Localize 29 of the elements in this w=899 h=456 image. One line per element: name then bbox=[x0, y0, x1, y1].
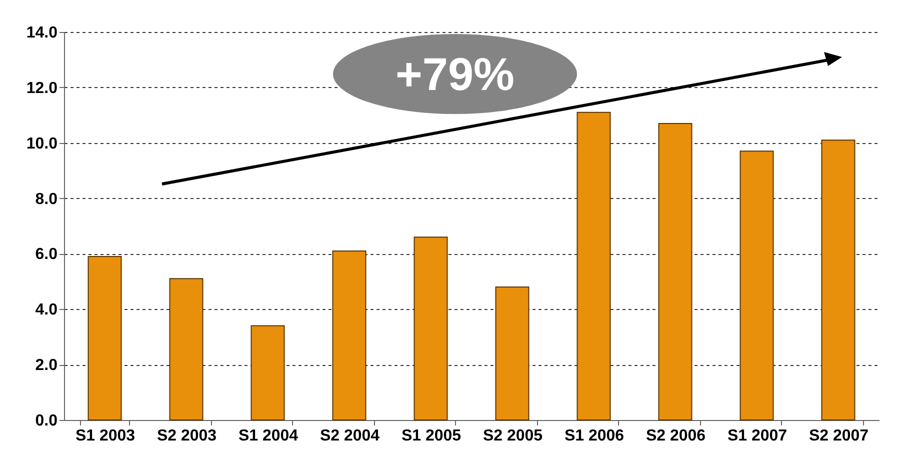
x-tick-label: S2 2004 bbox=[320, 428, 380, 444]
bar bbox=[495, 286, 530, 420]
x-tick-label: S1 2007 bbox=[727, 428, 788, 444]
bar bbox=[821, 140, 856, 420]
x-tick-label: S1 2005 bbox=[401, 428, 462, 444]
bar bbox=[88, 256, 122, 420]
x-tick-label: S1 2003 bbox=[75, 428, 136, 444]
bar bbox=[576, 112, 611, 420]
bar bbox=[332, 250, 366, 420]
y-tick-label: 4.0 bbox=[35, 302, 58, 319]
x-tick-label: S2 2006 bbox=[646, 428, 706, 444]
y-tick-label: 12.0 bbox=[26, 80, 58, 97]
y-tick-label: 2.0 bbox=[35, 357, 58, 374]
y-tick-label: 6.0 bbox=[35, 246, 58, 264]
x-tick-label: S1 2006 bbox=[564, 428, 624, 444]
y-tick-label: 10.0 bbox=[26, 135, 58, 152]
y-tick-label: 14.0 bbox=[26, 24, 58, 42]
bar bbox=[740, 150, 774, 420]
bar bbox=[250, 325, 285, 420]
bar bbox=[658, 122, 692, 420]
y-tick-label: 0.0 bbox=[35, 412, 58, 430]
bar bbox=[169, 278, 204, 420]
x-tick-label: S2 2003 bbox=[156, 428, 217, 444]
bar bbox=[414, 236, 448, 420]
x-tick-label: S1 2004 bbox=[238, 428, 298, 444]
x-tick-label: S2 2005 bbox=[482, 428, 543, 444]
annotation: +79% bbox=[396, 48, 514, 100]
x-tick-label: S2 2007 bbox=[808, 428, 869, 444]
y-tick-label: 8.0 bbox=[35, 190, 58, 208]
